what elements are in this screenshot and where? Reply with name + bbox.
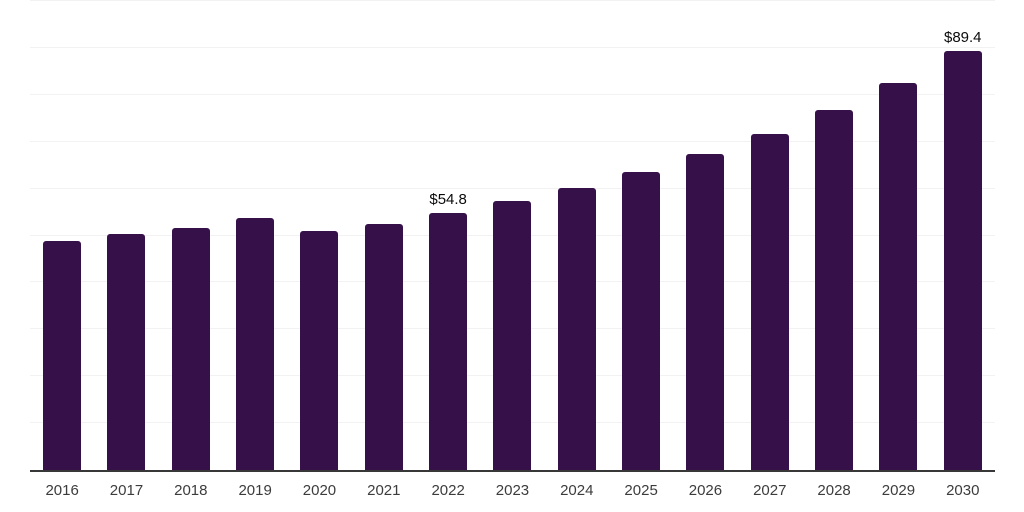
bar-slot-2023 xyxy=(480,1,544,470)
bar-slot-2029 xyxy=(866,1,930,470)
x-tick-label-2029: 2029 xyxy=(881,482,916,499)
x-tick-label-2030: 2030 xyxy=(946,482,980,499)
bar-value-label-2022: $54.8 xyxy=(429,191,467,208)
bar-slot-2027 xyxy=(738,1,802,470)
gridline xyxy=(30,93,995,95)
bar-slot-2025 xyxy=(609,1,673,470)
bar-series: $54.8 $89.4 xyxy=(30,1,995,470)
x-tick-label-2026: 2026 xyxy=(688,482,723,499)
x-tick-label-2027: 2027 xyxy=(753,482,787,499)
bar-2029 xyxy=(879,82,918,470)
gridline xyxy=(30,0,995,1)
bar-2028 xyxy=(815,110,854,470)
bar-slot-2020 xyxy=(287,1,351,470)
bar-2021 xyxy=(364,223,403,470)
gridline xyxy=(30,187,995,189)
x-axis-line xyxy=(30,470,995,472)
bar-2016 xyxy=(43,240,82,470)
x-tick-label-2017: 2017 xyxy=(109,482,144,499)
x-tick-label-2028: 2028 xyxy=(817,482,851,499)
bar-value-label-2030: $89.4 xyxy=(943,28,982,46)
bar-2017 xyxy=(107,234,146,470)
bar-2018 xyxy=(171,227,210,470)
bar-slot-2024 xyxy=(545,1,609,470)
x-tick-label-2020: 2020 xyxy=(302,482,337,499)
gridline xyxy=(30,140,995,142)
bar-2023 xyxy=(493,201,532,470)
x-tick-label-2023: 2023 xyxy=(495,482,530,499)
x-tick-label-2022: 2022 xyxy=(431,482,465,499)
bar-slot-2017 xyxy=(94,1,158,470)
bar-slot-2019 xyxy=(223,1,287,470)
bar-2027 xyxy=(750,133,789,470)
x-tick-label-2024: 2024 xyxy=(560,482,594,499)
bar-2025 xyxy=(622,172,661,470)
bar-slot-2021 xyxy=(352,1,416,470)
bar-slot-2022: $54.8 xyxy=(416,1,480,470)
gridline xyxy=(30,46,995,48)
bar-slot-2018 xyxy=(159,1,223,470)
bar-slot-2028 xyxy=(802,1,866,470)
x-tick-label-2019: 2019 xyxy=(238,482,272,499)
bar-2024 xyxy=(557,187,596,470)
plot-area: $54.8 $89.4 xyxy=(30,0,995,470)
bar-2026 xyxy=(686,153,725,470)
x-tick-label-2018: 2018 xyxy=(174,482,208,499)
bar-slot-2030: $89.4 xyxy=(931,1,995,470)
x-tick-label-2025: 2025 xyxy=(624,482,658,499)
bar-2019 xyxy=(236,218,275,470)
x-tick-label-2021: 2021 xyxy=(367,482,401,499)
bar-slot-2026 xyxy=(673,1,737,470)
bar-2030: $89.4 xyxy=(943,29,982,470)
bar-slot-2016 xyxy=(30,1,94,470)
x-axis-labels: 2016 2017 2018 2019 2020 2021 2022 2023 2024 2025… xyxy=(30,482,995,499)
bar-2022: $54.8 xyxy=(429,191,468,470)
bar-2020 xyxy=(300,230,339,470)
x-tick-label-2016: 2016 xyxy=(45,482,79,499)
